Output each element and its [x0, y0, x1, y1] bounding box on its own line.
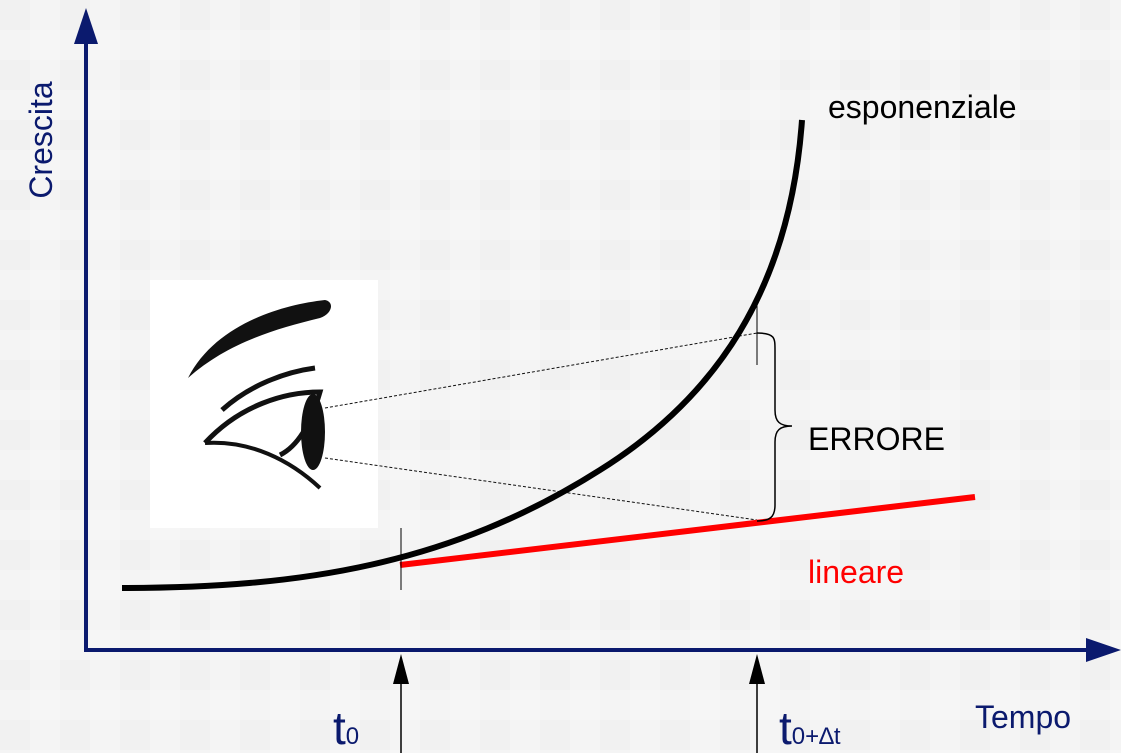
diagram: Crescita Tempo esponenziale lineare ERRO… — [0, 0, 1121, 753]
x-axis-label: Tempo — [975, 699, 1071, 735]
curve-label: esponenziale — [828, 89, 1017, 125]
error-label: ERRORE — [808, 421, 945, 457]
marker-subscript: 0+∆t — [792, 723, 841, 750]
y-axis-label: Crescita — [23, 81, 59, 199]
marker-subscript: 0 — [346, 723, 359, 750]
eye-iris — [301, 394, 325, 470]
page: Crescita Tempo esponenziale lineare ERRO… — [0, 0, 1121, 753]
curve-label: lineare — [808, 554, 904, 590]
marker-symbol: t — [333, 702, 346, 753]
marker-symbol: t — [779, 702, 792, 753]
